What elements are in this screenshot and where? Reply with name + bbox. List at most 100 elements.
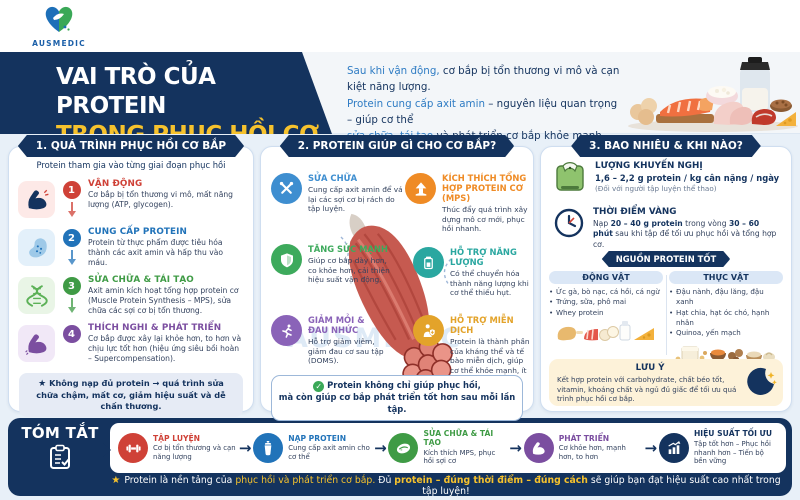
animal-sources: ĐỘNG VẬT Ức gà, bò nạc, cá hồi, cá ngừ T… (549, 271, 663, 369)
page-title-line2: TRONG PHỤC HỒI CƠ BẮP (56, 121, 319, 148)
step-number: 3 (62, 277, 81, 295)
recommended-title: LƯỢNG KHUYẾN NGHỊ (595, 161, 703, 171)
chart-icon (658, 433, 689, 463)
stomach-icon (18, 229, 55, 266)
footer-seg-highlight: protein – đúng thời điểm – đúng cách (394, 475, 588, 486)
plant-sources-title: THỰC VẬT (669, 271, 783, 284)
protein-foods-photo (628, 57, 798, 132)
note-text: Kết hợp protein với carbohydrate, chất b… (557, 375, 737, 404)
benefit-title: SỬA CHỮA (308, 173, 358, 183)
summary-label: TÓM TẮT (21, 424, 99, 442)
shield-icon (271, 244, 302, 275)
footer-message: ★ Protein là nền tảng của phục hồi và phá… (108, 475, 784, 497)
top-bar: AUSMEDIC (0, 0, 800, 52)
section1-subtitle: Protein tham gia vào từng giai đoạn phục… (36, 160, 226, 170)
benefit-title: HỖ TRỢ MIỄN DỊCH (450, 315, 514, 336)
step-desc: Cơ bắp bị tổn thương vi mô, mất năng lượ… (88, 190, 233, 210)
summary-step-desc: Cơ bị tổn thương và cạn năng lượng (153, 444, 236, 461)
muscle-arm-icon (18, 181, 55, 218)
tools-icon (271, 173, 302, 204)
section2-note: ✓ Protein không chỉ giúp phục hồi, mà còn… (271, 375, 523, 421)
step-title: CUNG CẤP PROTEIN (88, 227, 187, 237)
clock-icon (553, 207, 585, 250)
step-number: 2 (62, 229, 81, 247)
list-item: Trứng, sữa, phô mai (549, 297, 663, 308)
footer-seg-highlight: phục hồi và phát triển cơ bắp. (235, 475, 376, 486)
scale-icon (553, 161, 587, 199)
clipboard-icon (50, 444, 70, 469)
benefit-nang-luong: HỖ TRỢ NĂNG LƯỢNG Có thể chuyển hóa thàn… (413, 247, 531, 298)
sources-divider (666, 275, 667, 355)
check-icon: ✓ (313, 381, 325, 392)
summary-step-nap-protein: NẠP PROTEIN Cung cấp axit amin cho cơ th… (253, 433, 372, 463)
benefit-mien-dich: HỖ TRỢ MIỄN DỊCH Protein là thành phần c… (413, 315, 531, 385)
battery-icon (413, 247, 444, 278)
timing-title: THỜI ĐIỂM VÀNG (593, 207, 677, 217)
recovery-steps: 1 VẬN ĐỘNG Cơ bắp bị tổn thương vi mô, m… (9, 176, 253, 368)
benefit-title: HỖ TRỢ NĂNG LƯỢNG (450, 247, 517, 268)
section2-note-line2: mà còn giúp cơ bắp phát triển tốt hơn sa… (278, 392, 516, 414)
benefit-mps: KÍCH THÍCH TỔNG HỢP PROTEIN CƠ (MPS) Thú… (405, 173, 531, 234)
list-item: Hạt chia, hạt óc chó, hạnh nhân (669, 308, 783, 329)
section2-note-line1: Protein không chỉ giúp phục hồi, (327, 380, 481, 390)
summary-step-sua-chua: SỬA CHỮA & TÁI TẠO Kích thích MPS, phục … (388, 429, 507, 466)
benefit-desc: Hỗ trợ giảm viêm, giảm đau cơ sau tập (D… (308, 337, 384, 366)
section3-title: 3. BAO NHIÊU & KHI NÀO? (571, 135, 761, 157)
moon-icon (747, 367, 777, 395)
summary-bar: TÓM TẮT TẬP LUYỆN Cơ bị tổn thương và cạ… (8, 418, 792, 497)
summary-step-title: TẬP LUYỆN (153, 433, 201, 443)
summary-step-desc: Kích thích MPS, phục hồi sợi cơ (423, 448, 496, 466)
section1-note-text: Không nạp đủ protein → quá trình sửa chữ… (36, 378, 226, 412)
immune-icon (413, 315, 444, 346)
benefit-desc: Cung cấp axit amin để vá lại các sợi cơ … (308, 185, 403, 214)
footer-seg: sẽ giúp bạn đạt hiệu suất cao nhất trong… (422, 475, 781, 497)
benefit-title: TĂNG SỨC MẠNH (308, 244, 388, 254)
dna-icon (18, 277, 55, 314)
summary-step-title: NẠP PROTEIN (288, 433, 347, 443)
step-title: THÍCH NGHI & PHÁT TRIỂN (88, 323, 222, 333)
summary-step-tap-luyen: TẬP LUYỆN Cơ bị tổn thương và cạn năng l… (118, 433, 237, 463)
step-desc: Cơ bắp được xây lại khỏe hơn, to hơn và … (88, 334, 242, 364)
intro-rest: – nguyên liệu quan trọng – giúp cơ thể (347, 97, 618, 126)
footer-seg: Protein là nền tảng của (124, 475, 236, 486)
summary-step-title: HIỆU SUẤT TỐI ƯU (693, 429, 773, 439)
arrow-right-icon: → (509, 439, 522, 457)
star-icon: ★ (111, 475, 121, 486)
benefit-desc: Có thể chuyển hóa thành năng lượng khi c… (450, 269, 529, 298)
arrow-up-icon (405, 173, 436, 204)
recommended-subnote: (Đối với người tập luyện thể thao) (595, 184, 717, 193)
section1-note: ★ Không nạp đủ protein → quá trình sửa c… (19, 373, 243, 418)
shaker-icon (253, 433, 284, 463)
muscle-arm-icon (18, 325, 55, 362)
timing-text: Nạp 20 – 40 g protein trong vòng 30 – 60… (593, 219, 777, 249)
arrow-right-icon: → (238, 439, 252, 457)
benefit-giam-moi: GIẢM MỎI & ĐAU NHỨC Hỗ trợ giảm viêm, gi… (271, 315, 387, 366)
step-thich-nghi-phat-trien: 4 THÍCH NGHI & PHÁT TRIỂN Cơ bắp được xâ… (9, 320, 253, 368)
intro-highlight: Protein cung cấp axit amin (347, 97, 485, 110)
intro-rest: cơ bắp bị tổn thương vi mô và cạn kiệt n… (347, 65, 620, 94)
step-sua-chua-tai-tao: 3 SỬA CHỮA & TÁI TẠO Axit amin kích hoạt… (9, 272, 253, 320)
section-protein-benefits: 2. PROTEIN GIÚP GÌ CHO CƠ BẮP? AUSMEDIC (260, 146, 534, 421)
recommended-amount: LƯỢNG KHUYẾN NGHỊ 1,6 – 2,2 g protein / … (553, 161, 781, 199)
footer-seg: Đủ (375, 475, 395, 486)
list-item: Whey protein (549, 308, 663, 319)
golden-timing: THỜI ĐIỂM VÀNG Nạp 20 – 40 g protein tro… (553, 207, 781, 250)
step-title: VẬN ĐỘNG (88, 179, 143, 189)
section2-title: 2. PROTEIN GIÚP GÌ CHO CƠ BẮP? (280, 135, 514, 157)
step-van-dong: 1 VẬN ĐỘNG Cơ bắp bị tổn thương vi mô, m… (9, 176, 253, 224)
summary-steps-card: TẬP LUYỆN Cơ bị tổn thương và cạn năng l… (103, 423, 786, 473)
runner-icon (271, 315, 302, 346)
list-item: Quinoa, yến mạch (669, 328, 783, 339)
step-number: 1 (62, 181, 81, 199)
benefit-title: KÍCH THÍCH TỔNG HỢP PROTEIN CƠ (MPS) (442, 173, 527, 204)
intro-highlight: Sau khi vận động, (347, 65, 440, 77)
brand-logo: AUSMEDIC (24, 4, 94, 48)
meat-icon (388, 433, 419, 463)
summary-step-desc: Tập tốt hơn – Phục hồi nhanh hơn – Tiến … (693, 439, 771, 466)
arrow-right-icon: → (374, 439, 387, 457)
list-item: Ức gà, bò nạc, cá hồi, cá ngừ (549, 287, 663, 298)
step-desc: Protein từ thực phẩm được tiêu hóa thành… (88, 238, 224, 268)
note-title: LƯU Ý (635, 363, 665, 373)
section3-note: LƯU Ý Kết hợp protein với carbohydrate, … (549, 359, 783, 406)
